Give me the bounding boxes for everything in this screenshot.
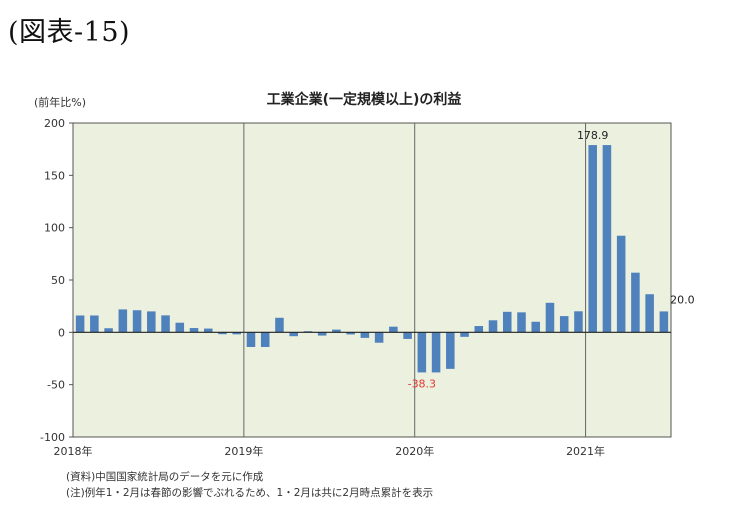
- bar: [602, 145, 612, 333]
- bar: [360, 332, 370, 338]
- bar: [232, 332, 242, 335]
- plot-area: [72, 122, 672, 438]
- bar: [147, 311, 156, 333]
- bar: [132, 310, 142, 333]
- bar: [374, 332, 384, 343]
- bar: [90, 315, 99, 333]
- bar: [659, 311, 669, 333]
- bar: [203, 328, 213, 333]
- data-label: -38.3: [408, 377, 436, 390]
- bar: [559, 316, 569, 333]
- y-tick-label: 200: [44, 117, 65, 130]
- bar: [645, 294, 654, 333]
- bar: [161, 315, 170, 333]
- bar: [75, 315, 85, 333]
- bar: [289, 332, 298, 337]
- bar: [474, 326, 484, 333]
- x-tick-label: 2019年: [224, 444, 263, 458]
- bar: [502, 311, 512, 333]
- bar: [317, 332, 327, 336]
- bar: [218, 332, 227, 335]
- bar: [460, 332, 469, 337]
- footnote: (注)例年1・2月は春節の影響でぶれるため、1・2月は共に2月時点累計を表示: [66, 487, 434, 499]
- bar: [260, 332, 270, 347]
- figure-label: (図表-15): [8, 17, 131, 48]
- bar: [389, 326, 398, 333]
- bar: [189, 328, 199, 333]
- y-tick-label: 50: [51, 274, 65, 287]
- y-tick-label: 100: [44, 222, 65, 235]
- bar: [446, 332, 455, 369]
- data-label: 178.9: [577, 129, 609, 142]
- bar: [574, 311, 583, 333]
- x-tick-label: 2018年: [54, 444, 93, 458]
- source-note: (資料)中国国家統計局のデータを元に作成: [66, 471, 264, 483]
- bar: [403, 332, 412, 339]
- bar: [517, 312, 526, 333]
- y-axis-label: (前年比%): [34, 95, 86, 109]
- chart-title: 工業企業(一定規模以上)の利益: [267, 91, 462, 108]
- bar: [616, 235, 626, 333]
- bar: [118, 309, 128, 333]
- y-tick-label: 150: [44, 169, 65, 182]
- bar: [545, 302, 555, 333]
- y-tick-label: -100: [40, 431, 65, 444]
- bar: [275, 317, 284, 333]
- bar: [531, 321, 541, 333]
- bar: [588, 145, 597, 333]
- bar: [431, 332, 441, 373]
- y-tick-label: 0: [58, 326, 65, 339]
- bar: [332, 329, 341, 333]
- bar: [104, 328, 113, 333]
- bar: [631, 272, 640, 333]
- bar: [417, 332, 427, 373]
- x-tick-label: 2020年: [395, 444, 434, 458]
- bar: [488, 320, 498, 333]
- bar: [346, 332, 355, 335]
- bar: [175, 322, 185, 333]
- y-tick-label: -50: [47, 379, 65, 392]
- x-tick-label: 2021年: [566, 444, 605, 458]
- data-label: 20.0: [670, 293, 695, 306]
- bar: [246, 332, 256, 347]
